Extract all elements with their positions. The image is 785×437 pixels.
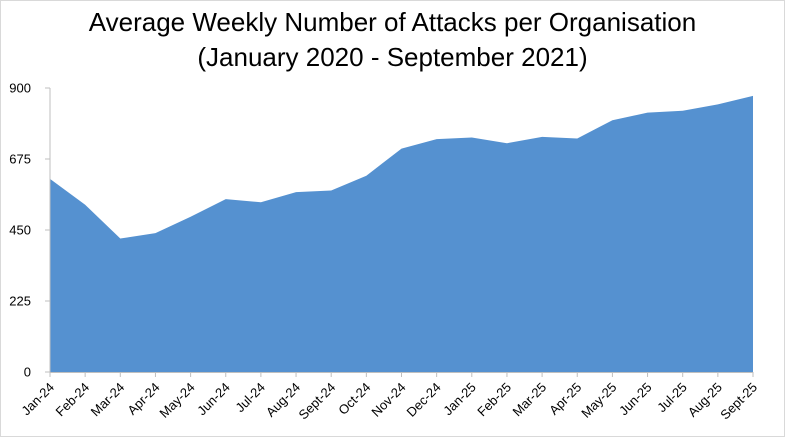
x-tick-label-jun-24: Jun-24 bbox=[194, 380, 233, 419]
x-tick-label-may-25: May-25 bbox=[578, 380, 619, 421]
x-tick-label-mar-25: Mar-25 bbox=[509, 380, 549, 420]
x-tick-label-jun-25: Jun-25 bbox=[616, 380, 655, 419]
x-tick-label-mar-24: Mar-24 bbox=[88, 380, 128, 420]
x-tick-label-oct-24: Oct-24 bbox=[335, 380, 373, 418]
area-series bbox=[50, 95, 753, 372]
x-tick-label-jan-25: Jan-25 bbox=[440, 380, 479, 419]
chart-title: Average Weekly Number of Attacks per Org… bbox=[88, 7, 697, 37]
x-tick-label-apr-24: Apr-24 bbox=[124, 380, 162, 418]
x-tick-label-dec-24: Dec-24 bbox=[404, 380, 444, 420]
x-tick-label-apr-25: Apr-25 bbox=[546, 380, 584, 418]
x-tick-label-sept-24: Sept-24 bbox=[296, 380, 339, 423]
x-tick-label-may-24: May-24 bbox=[156, 380, 197, 421]
x-tick-label-feb-24: Feb-24 bbox=[53, 380, 93, 420]
x-tick-label-nov-24: Nov-24 bbox=[368, 380, 408, 420]
y-tick-label-900: 900 bbox=[9, 81, 31, 96]
x-tick-label-sept-25: Sept-25 bbox=[717, 380, 760, 423]
y-tick-label-675: 675 bbox=[9, 152, 31, 167]
y-tick-label-225: 225 bbox=[9, 294, 31, 309]
y-tick-label-450: 450 bbox=[9, 223, 31, 238]
x-tick-label-feb-25: Feb-25 bbox=[474, 380, 514, 420]
y-tick-label-0: 0 bbox=[24, 365, 31, 380]
x-tick-label-jan-24: Jan-24 bbox=[18, 380, 57, 419]
chart-subtitle: (January 2020 - September 2021) bbox=[197, 42, 588, 72]
